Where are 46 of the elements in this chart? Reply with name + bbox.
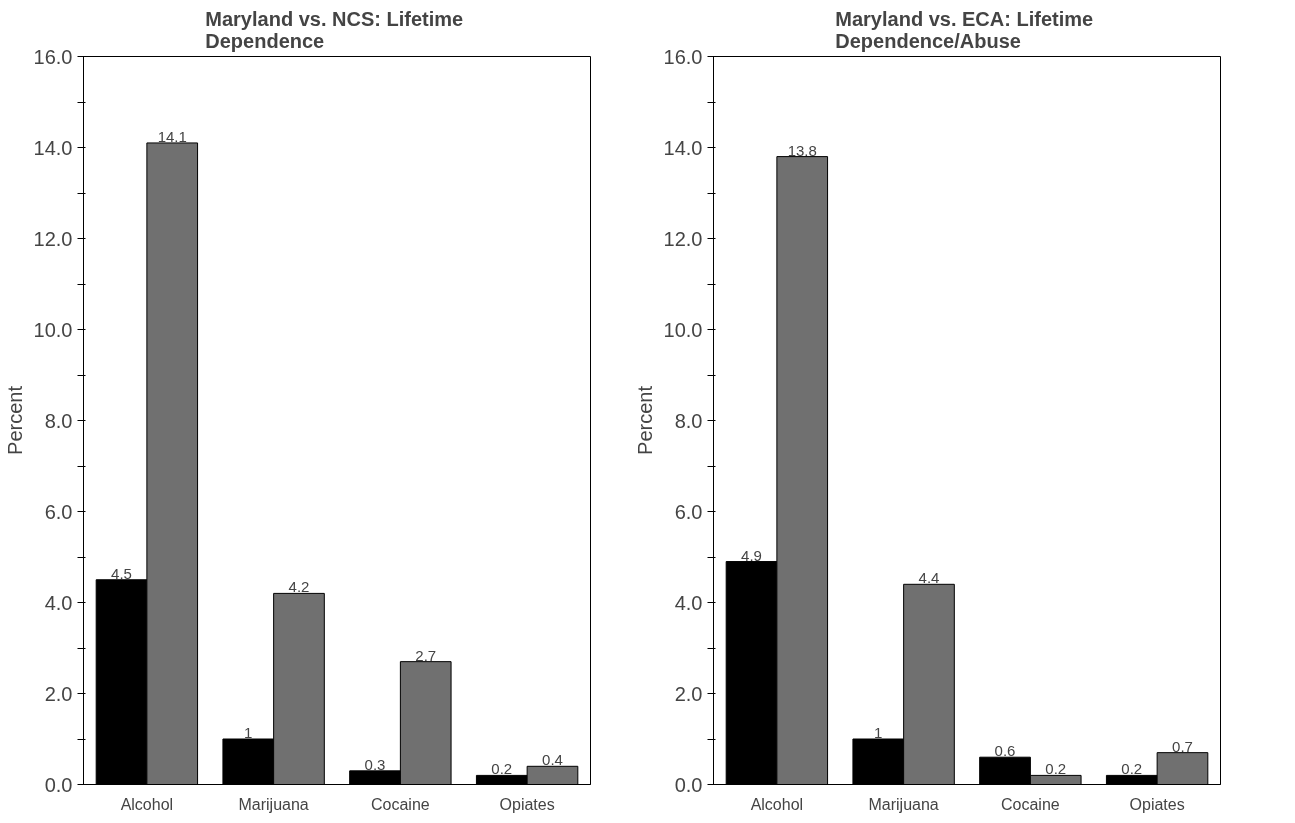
data-label: 1 bbox=[874, 724, 883, 741]
y-tick-label: 0.0 bbox=[44, 773, 73, 796]
y-axis-title: Percent bbox=[3, 385, 26, 455]
x-tick-label: Alcohol bbox=[750, 795, 804, 813]
data-label: 0.4 bbox=[542, 751, 563, 769]
y-tick-label: 2.0 bbox=[674, 682, 703, 705]
y-tick-label: 6.0 bbox=[44, 500, 73, 523]
data-label: 0.3 bbox=[364, 755, 386, 773]
y-tick-label: 8.0 bbox=[44, 409, 73, 432]
y-tick-label: 8.0 bbox=[674, 409, 703, 432]
x-tick-label: Opiates bbox=[1129, 795, 1185, 813]
data-label: 0.6 bbox=[994, 742, 1016, 760]
x-tick-label: Opiates bbox=[499, 795, 555, 813]
x-tick-label: Marijuana bbox=[868, 795, 939, 813]
y-tick-label: 14.0 bbox=[33, 136, 73, 159]
data-label: 0.7 bbox=[1172, 737, 1193, 755]
data-label: 0.2 bbox=[1045, 760, 1067, 778]
data-label: 0.2 bbox=[1121, 760, 1143, 778]
x-tick-label: Cocaine bbox=[371, 795, 430, 813]
data-label: 4.5 bbox=[111, 564, 132, 582]
data-label: 4.4 bbox=[918, 569, 940, 587]
y-tick-label: 14.0 bbox=[663, 136, 703, 159]
data-label: 0.2 bbox=[491, 760, 513, 778]
x-tick-label: Cocaine bbox=[1001, 795, 1060, 813]
data-label: 2.7 bbox=[415, 646, 437, 664]
y-tick-label: 4.0 bbox=[44, 591, 73, 614]
y-tick-label: 16.0 bbox=[33, 45, 73, 68]
chart-title: Maryland vs. ECA: Lifetime Dependence/Abuse bbox=[835, 7, 1094, 52]
y-axis-title: Percent bbox=[633, 385, 656, 455]
data-label: 4.9 bbox=[741, 546, 762, 564]
y-tick-label: 10.0 bbox=[33, 318, 73, 341]
y-tick-label: 16.0 bbox=[663, 45, 703, 68]
y-tick-label: 4.0 bbox=[674, 591, 703, 614]
data-label: 14.1 bbox=[157, 127, 187, 145]
y-tick-label: 10.0 bbox=[663, 318, 703, 341]
y-tick-label: 0.0 bbox=[674, 773, 703, 796]
y-tick-label: 6.0 bbox=[674, 500, 703, 523]
y-tick-label: 2.0 bbox=[44, 682, 73, 705]
x-tick-label: Alcohol bbox=[120, 795, 174, 813]
chart-title: Maryland vs. NCS: Lifetime Dependence bbox=[205, 7, 464, 52]
data-label: 1 bbox=[244, 724, 253, 741]
data-label: 4.2 bbox=[288, 578, 310, 596]
y-tick-label: 12.0 bbox=[663, 227, 703, 250]
data-label: 13.8 bbox=[787, 141, 817, 159]
x-tick-label: Marijuana bbox=[238, 795, 309, 813]
y-tick-label: 12.0 bbox=[33, 227, 73, 250]
